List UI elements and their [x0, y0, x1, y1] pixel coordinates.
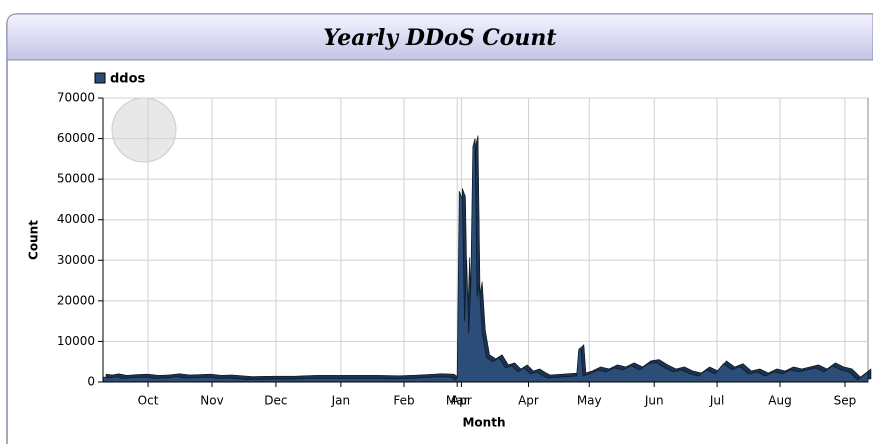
chart-title: Yearly DDoS Count [323, 25, 556, 51]
x-tick-label: Mar [446, 394, 469, 408]
x-tick-label: Jun [644, 394, 664, 408]
watermark [111, 97, 177, 163]
legend-label: ddos [110, 72, 146, 87]
y-tick-label: 40000 [57, 212, 95, 226]
title-bar [6, 13, 873, 61]
x-tick-label: May [577, 394, 602, 408]
x-axis-label: Month [462, 416, 505, 430]
legend-swatch [94, 72, 106, 84]
x-tick-label: Sep [834, 394, 857, 408]
y-axis-label: Count [27, 220, 41, 260]
x-tick-label: Feb [393, 394, 414, 408]
x-tick-label: Aug [768, 394, 791, 408]
y-tick-label: 60000 [57, 131, 95, 145]
y-tick-label: 70000 [57, 91, 95, 105]
x-tick-label: Oct [138, 394, 159, 408]
y-tick-label: 0 [87, 375, 95, 389]
y-tick-label: 10000 [57, 334, 95, 348]
x-tick-label: Jan [331, 394, 351, 408]
x-tick-label: Jul [709, 394, 724, 408]
x-tick-label: Nov [200, 394, 223, 408]
x-tick-label: Apr [451, 394, 472, 408]
y-tick-label: 30000 [57, 253, 95, 267]
y-tick-label: 20000 [57, 293, 95, 307]
area-depth [105, 135, 872, 380]
area [102, 138, 869, 383]
y-tick-label: 50000 [57, 172, 95, 186]
x-tick-label: Dec [264, 394, 287, 408]
x-tick-label: Apr [518, 394, 539, 408]
